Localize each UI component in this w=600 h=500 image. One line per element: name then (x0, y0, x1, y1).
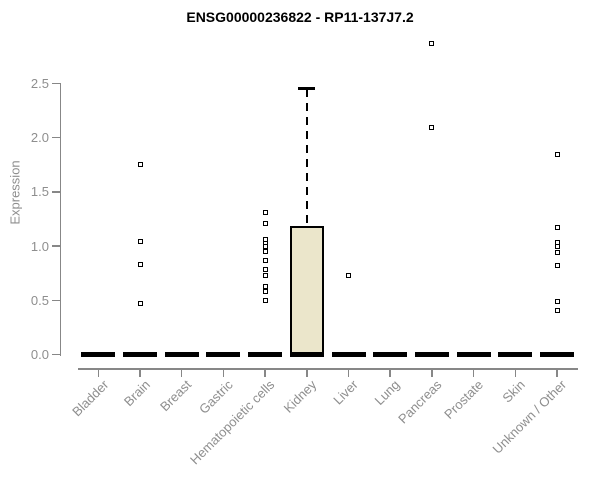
x-axis-tick (556, 369, 558, 377)
outlier-point (262, 257, 268, 263)
outlier-point (262, 267, 268, 273)
median-line (81, 352, 116, 357)
x-axis-tick (180, 369, 183, 377)
x-axis-tick (264, 369, 266, 377)
y-axis-tick-label: 0.5 (30, 292, 49, 308)
x-axis-tick-label: Bladder (68, 377, 111, 420)
x-axis-tick-label: Skin (499, 377, 528, 406)
x-axis-tick-label: Kidney (280, 377, 320, 416)
outlier-point (262, 283, 268, 289)
outlier-point (554, 263, 560, 269)
chart-title: ENSG00000236822 - RP11-137J7.2 (186, 9, 414, 25)
box (289, 226, 324, 355)
median-line (248, 352, 283, 357)
x-axis-line (78, 368, 578, 370)
x-axis-tick (472, 369, 475, 377)
x-axis-tick (306, 369, 308, 377)
outlier-point (137, 239, 143, 245)
x-axis-tick (139, 369, 141, 377)
x-axis-tick-label: Breast (157, 377, 195, 415)
median-line (540, 352, 574, 357)
y-axis-tick-label: 0.0 (30, 347, 49, 362)
y-axis-line (59, 83, 61, 356)
x-axis-tick (97, 369, 100, 377)
y-axis-tick (51, 136, 60, 139)
outlier-point (137, 162, 143, 168)
y-axis-tick (51, 245, 60, 247)
x-axis-tick-label: Gastric (196, 377, 237, 417)
y-axis-tick (51, 191, 60, 193)
outlier-point (262, 220, 268, 226)
outlier-point (554, 225, 560, 231)
outlier-point (137, 261, 143, 267)
x-axis-tick-label: Pancreas (395, 377, 445, 427)
outlier-point (554, 298, 560, 304)
x-axis-tick (347, 369, 350, 377)
y-axis-tick (51, 82, 60, 84)
outlier-point (262, 209, 268, 215)
outlier-point (554, 152, 560, 158)
outlier-point (429, 125, 435, 131)
x-axis-tick (514, 369, 517, 377)
outlier-point (554, 307, 560, 313)
outlier-point (262, 243, 268, 249)
x-axis-tick-label: Prostate (441, 377, 487, 422)
x-axis-tick (431, 369, 433, 377)
outlier-point (137, 301, 143, 306)
median-line (373, 352, 408, 357)
outlier-point (262, 297, 268, 303)
y-axis-tick-label: 1.0 (30, 238, 49, 254)
y-axis-tick (51, 353, 60, 356)
y-axis-tick-label: 2.5 (30, 75, 49, 91)
median-line (498, 352, 533, 357)
median-line (414, 352, 449, 357)
y-axis-tick-label: 2.0 (30, 130, 49, 145)
whisker-line (305, 88, 309, 227)
x-axis-tick-label: Liver (330, 377, 362, 408)
outlier-point (554, 243, 560, 249)
outlier-point (554, 250, 560, 255)
outlier-point (262, 289, 268, 295)
y-axis-tick (51, 299, 60, 301)
x-axis-tick-label: Brain (120, 377, 153, 410)
outlier-point (262, 272, 268, 278)
median-line (289, 352, 324, 357)
median-line (164, 352, 199, 357)
x-axis-tick (222, 369, 225, 377)
median-line (456, 352, 491, 357)
median-line (331, 352, 366, 357)
outlier-point (346, 272, 351, 278)
x-axis-tick-label: Lung (371, 377, 403, 409)
x-axis-tick (389, 369, 391, 377)
whisker-cap (298, 87, 316, 91)
x-axis-tick-label: Unknown / Other (490, 377, 570, 457)
median-line (123, 352, 157, 357)
median-line (206, 352, 241, 357)
y-axis-tick-label: 1.5 (30, 184, 49, 200)
outlier-point (262, 248, 268, 254)
outlier-point (429, 40, 435, 46)
